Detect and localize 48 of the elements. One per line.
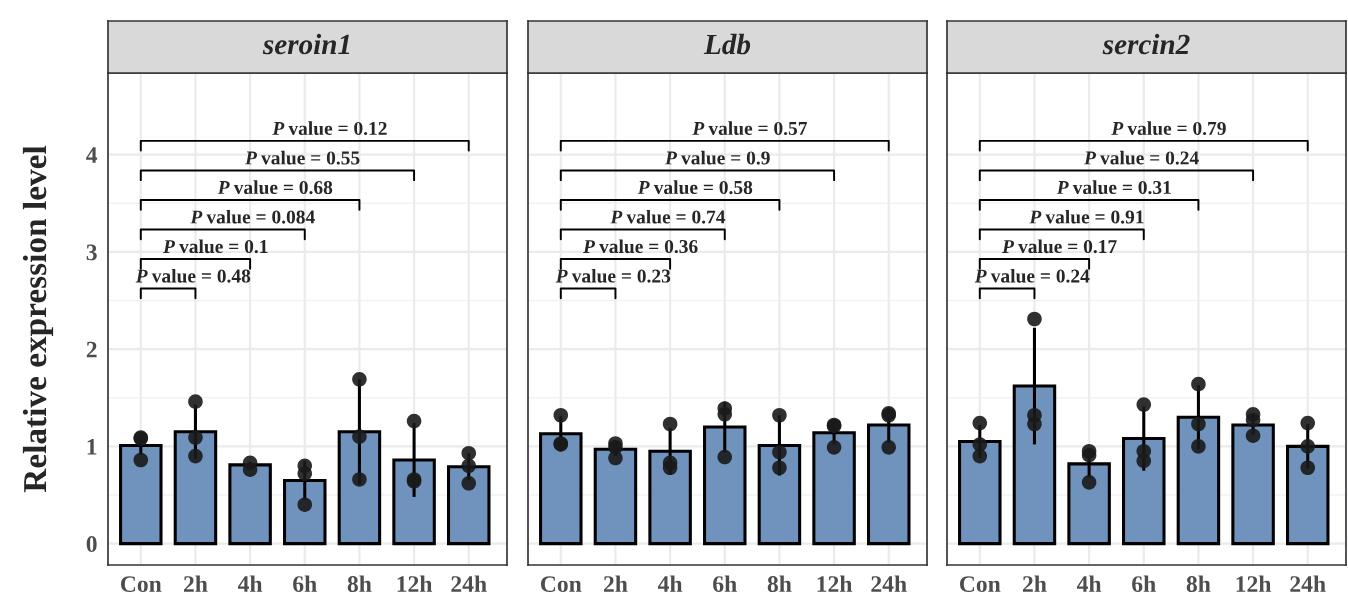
x-tick-label: Con	[959, 576, 1001, 593]
x-tick-label: 2h	[183, 575, 208, 592]
annotation: P value = 0.58	[637, 180, 753, 195]
annotation: P value = 0.9	[665, 150, 770, 165]
x-tick-label: 12h	[817, 575, 853, 592]
x-tick-label: 6h	[1132, 575, 1156, 593]
x-tick-label: 4h	[237, 575, 263, 592]
x-tick-label: 8h	[767, 575, 792, 593]
annotation: P value = 0.36	[583, 239, 698, 254]
x-tick-label: 4h	[657, 575, 683, 592]
x-tick-label: 24h	[871, 575, 907, 592]
chart-title: seroin1	[262, 33, 350, 55]
annotation: P value = 0.74	[610, 209, 726, 224]
annotation: P value = 0.68	[217, 180, 333, 195]
chart-title: Ldb	[703, 33, 751, 55]
x-tick-label: 12h	[397, 575, 433, 592]
x-tick-label: 12h	[1236, 575, 1272, 592]
annotation: P value = 0.1	[163, 239, 268, 254]
annotation: P value = 0.79	[1111, 121, 1226, 136]
x-tick-label: 2h	[1022, 575, 1047, 592]
y-tick-label: 4	[86, 147, 98, 163]
chart-title: sercin2	[1102, 33, 1190, 55]
x-tick-label: 4h	[1076, 575, 1102, 592]
y-tick-label: 0	[86, 536, 97, 553]
annotation: P value = 0.91	[1029, 209, 1144, 224]
x-tick-label: Con	[120, 576, 162, 593]
x-tick-label: 8h	[1186, 575, 1211, 593]
annotation: P value = 0.084	[190, 209, 315, 224]
annotation: P value = 0.24	[974, 268, 1090, 283]
annotation: P value = 0.12	[272, 121, 387, 136]
y-tick-label: 3	[86, 244, 97, 261]
annotation: P value = 0.23	[555, 268, 671, 283]
y-axis-title: Relative expression level	[22, 145, 54, 493]
x-tick-label: 8h	[347, 575, 372, 593]
annotation: P value = 0.31	[1056, 180, 1171, 195]
x-tick-label: 24h	[1290, 575, 1326, 592]
annotation: P value = 0.24	[1084, 150, 1199, 165]
x-tick-label: 24h	[451, 575, 487, 592]
x-tick-label: 2h	[603, 575, 628, 592]
annotation: P value = 0.55	[245, 150, 360, 165]
x-tick-label: 6h	[713, 575, 737, 593]
annotation: P value = 0.17	[1002, 239, 1117, 254]
annotation: P value = 0.57	[692, 121, 808, 136]
y-tick-label: 1	[87, 438, 97, 455]
x-tick-label: 6h	[293, 575, 317, 593]
x-tick-label: Con	[540, 576, 582, 593]
y-tick-label: 2	[86, 341, 97, 358]
annotation: P value = 0.48	[135, 268, 251, 283]
